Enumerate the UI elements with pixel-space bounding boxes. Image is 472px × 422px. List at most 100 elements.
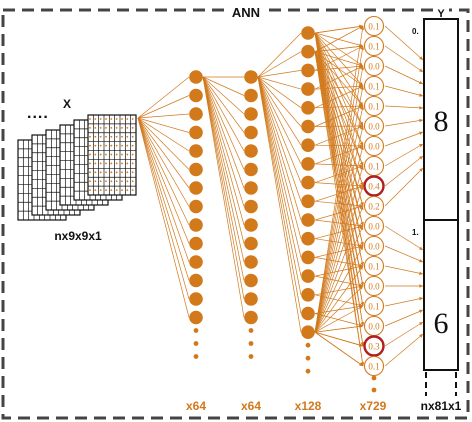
input-pixel	[89, 126, 91, 129]
input-pixel	[126, 144, 129, 147]
continuation-dot	[193, 328, 199, 333]
connection-line	[314, 163, 364, 167]
connection-line	[202, 76, 245, 244]
continuation-dot	[248, 328, 254, 333]
connection-line	[314, 32, 364, 207]
layer-3-node	[301, 44, 315, 59]
connection-line	[314, 51, 364, 367]
connection-line	[314, 185, 364, 202]
connection-line	[202, 76, 245, 152]
connection-line	[314, 331, 364, 347]
input-pixel	[115, 135, 118, 138]
input-pixel	[110, 153, 113, 156]
arrow-head	[360, 362, 365, 366]
layer-3-node	[301, 306, 315, 321]
layer-1-node	[189, 218, 203, 232]
arrow-head	[419, 131, 423, 135]
layer-1-node	[189, 107, 203, 121]
layer-3-count: x128	[295, 399, 322, 413]
arrow-head	[419, 156, 423, 160]
connection-line	[137, 117, 190, 207]
connection-line	[314, 285, 364, 296]
connection-line	[314, 32, 364, 187]
output-shape-label: nx81x1	[421, 399, 462, 413]
layer-3-node	[301, 63, 315, 78]
connection-line	[314, 32, 364, 127]
output-layer-node: 0.0	[363, 315, 385, 337]
input-pixel	[110, 162, 113, 165]
connection-line	[314, 219, 364, 227]
input-pixel	[121, 135, 123, 138]
connection-line	[257, 76, 302, 295]
arrow-head	[359, 142, 363, 146]
input-pixel	[115, 162, 118, 165]
input-pixel	[110, 144, 113, 147]
connection-line	[137, 113, 190, 119]
node-value: 0.0	[368, 142, 380, 152]
layer-1-node	[189, 70, 203, 84]
arrow-head	[419, 144, 423, 148]
output-layer-node: 0.0	[363, 135, 385, 157]
input-pixel	[94, 189, 97, 192]
input-pixel	[115, 118, 118, 120]
output-layer-node: 0.2	[363, 195, 385, 217]
input-pixel	[121, 144, 123, 147]
connection-line	[314, 125, 364, 127]
connection-line	[384, 105, 424, 109]
layer-2-node	[244, 144, 258, 158]
output-layer-node: 0.0	[363, 55, 385, 77]
arrow-head	[359, 185, 363, 189]
input-pixel	[110, 135, 113, 138]
connection-line	[384, 85, 424, 97]
connection-line	[257, 76, 302, 90]
connection-lines	[137, 24, 424, 367]
connection-line	[314, 32, 364, 47]
input-pixel	[99, 153, 102, 156]
output-layer-node: 0.1	[363, 75, 385, 97]
input-pixel	[89, 118, 91, 120]
output-box-bottom	[423, 219, 459, 371]
connection-line	[257, 76, 302, 165]
continuation-dot	[193, 354, 199, 359]
node-value: 0.0	[368, 282, 380, 292]
connection-line	[384, 45, 424, 73]
layer-2-count: x64	[241, 399, 261, 413]
arrow-head	[359, 125, 363, 129]
input-pixel	[115, 180, 118, 183]
input-pixel	[99, 118, 102, 120]
connection-line	[257, 76, 302, 258]
arrow-head	[419, 258, 423, 263]
input-pixel	[94, 118, 97, 120]
highlight-ring	[363, 175, 385, 197]
layer-3-node	[301, 213, 315, 227]
input-pixel	[121, 189, 123, 192]
connection-line	[314, 265, 364, 277]
input-pixel	[94, 153, 97, 156]
connection-line	[314, 32, 364, 167]
output-layer-node: 0.1	[363, 155, 385, 177]
connection-line	[257, 76, 302, 183]
layer-3-node	[301, 175, 315, 190]
arrow-head	[360, 182, 364, 186]
arrow-head	[419, 309, 423, 314]
connection-line	[314, 32, 364, 267]
arrow-head	[359, 145, 363, 149]
node-ring	[363, 235, 385, 257]
node-ring	[363, 135, 385, 157]
arrow-head	[359, 105, 363, 110]
node-value: 0.4	[368, 182, 380, 192]
node-value: 0.1	[368, 82, 379, 92]
node-ring	[363, 195, 385, 217]
input-shape-label: nx9x9x1	[54, 229, 102, 243]
node-value: 0.0	[368, 322, 380, 332]
arrow-head	[360, 342, 365, 346]
output-layer-node: 0.0	[363, 215, 385, 237]
output-layer-node: 0.1	[363, 295, 385, 317]
node-value: 0.1	[368, 22, 379, 32]
connection-line	[314, 200, 364, 207]
input-pixel	[94, 162, 97, 165]
connection-line	[314, 325, 364, 333]
arrow-head	[359, 286, 363, 290]
arrow-head	[360, 322, 365, 326]
layer-1-count: x64	[186, 399, 206, 413]
